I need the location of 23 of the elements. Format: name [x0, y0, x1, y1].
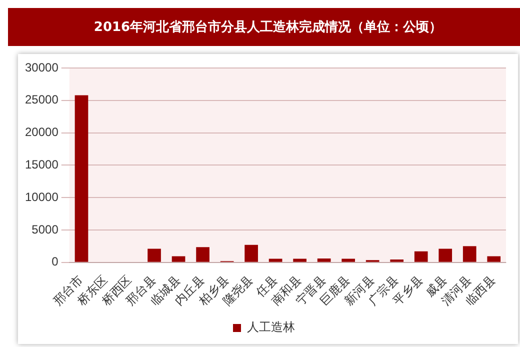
bar [462, 246, 476, 262]
y-tick-label: 25000 [24, 92, 59, 107]
y-tick-label: 20000 [24, 125, 59, 140]
y-tick-label: 10000 [24, 190, 59, 204]
bar [487, 256, 501, 262]
bar [293, 258, 306, 262]
bar [244, 244, 258, 262]
bar [172, 256, 186, 262]
y-tick-label: 5000 [32, 222, 59, 236]
bar [390, 259, 404, 262]
bar [317, 258, 331, 262]
bar [268, 258, 282, 262]
bar [414, 251, 428, 262]
y-tick-label: 15000 [24, 157, 59, 172]
bar [438, 248, 452, 262]
chart-title: 2016年河北省邢台市分县人工造林完成情况（单位：公顷） [8, 8, 520, 46]
bar [74, 95, 88, 262]
y-tick-label: 0 [52, 254, 59, 269]
legend-label: 人工造林 [247, 320, 295, 334]
y-tick-label: 30000 [24, 60, 59, 74]
bar [342, 258, 355, 262]
bar [148, 248, 161, 262]
bar [196, 247, 210, 262]
